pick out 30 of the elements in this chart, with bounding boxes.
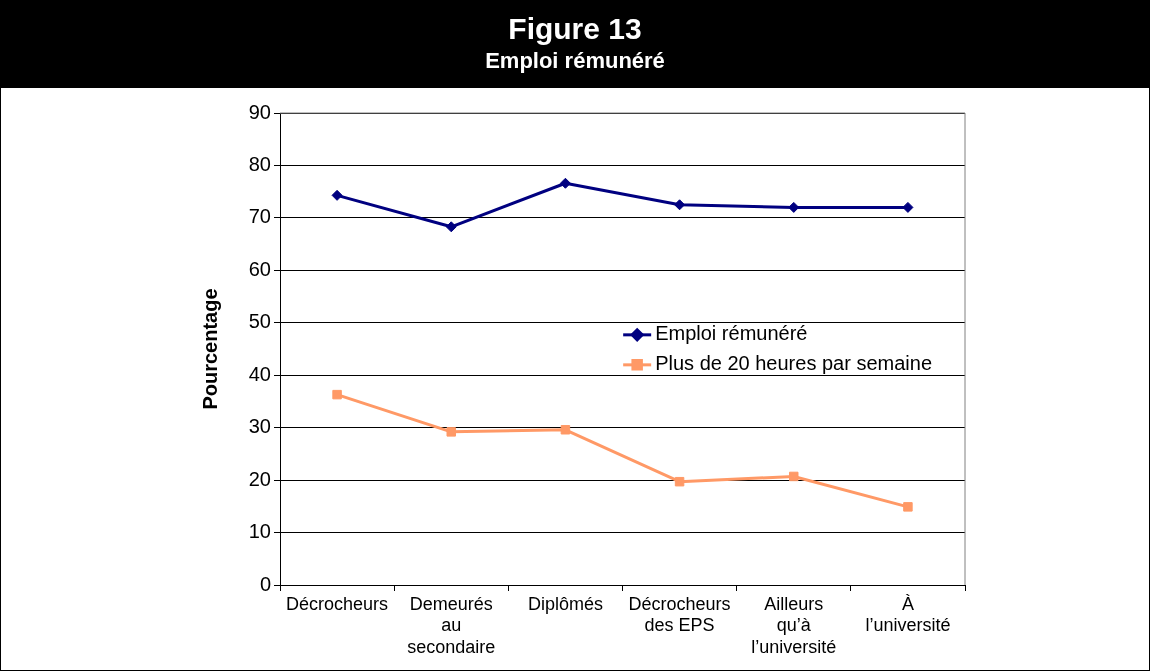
y-tick-label: 90: [248, 100, 271, 123]
x-tick-label: Ailleurs qu’à l’université: [751, 593, 837, 657]
x-tick-label: Demeurés au secondaire: [407, 593, 496, 657]
x-tick-label: Décrocheurs des EPS: [628, 593, 731, 636]
point: [331, 189, 343, 201]
y-axis-title: Pourcentage: [198, 288, 221, 410]
y-tick-label: 50: [248, 310, 271, 333]
y-tick-label: 0: [259, 572, 271, 595]
chart-subtitle: Emploi rémunéré: [484, 48, 666, 74]
x-tick-label: À l’université: [865, 593, 951, 636]
y-tick-label: 10: [248, 520, 271, 543]
x-tick-label: Décrocheurs: [286, 593, 389, 614]
chart-title: Figure 13: [507, 12, 643, 46]
y-tick-label: 80: [248, 152, 271, 175]
point: [674, 476, 685, 487]
point: [789, 471, 799, 482]
legend-label: Emploi rémunéré: [655, 322, 808, 345]
point: [559, 177, 571, 189]
point: [903, 502, 913, 512]
point: [332, 389, 342, 400]
y-tick-label: 70: [248, 205, 271, 228]
y-tick-label: 30: [248, 415, 271, 438]
y-tick-label: 40: [248, 362, 271, 385]
x-tick-label: Diplômés: [527, 593, 603, 614]
y-tick-label: 20: [248, 467, 271, 490]
legend-label: Plus de 20 heures par semaine: [655, 352, 933, 375]
point: [560, 425, 571, 435]
point: [446, 427, 456, 437]
y-tick-label: 60: [248, 257, 271, 280]
point: [445, 221, 457, 233]
